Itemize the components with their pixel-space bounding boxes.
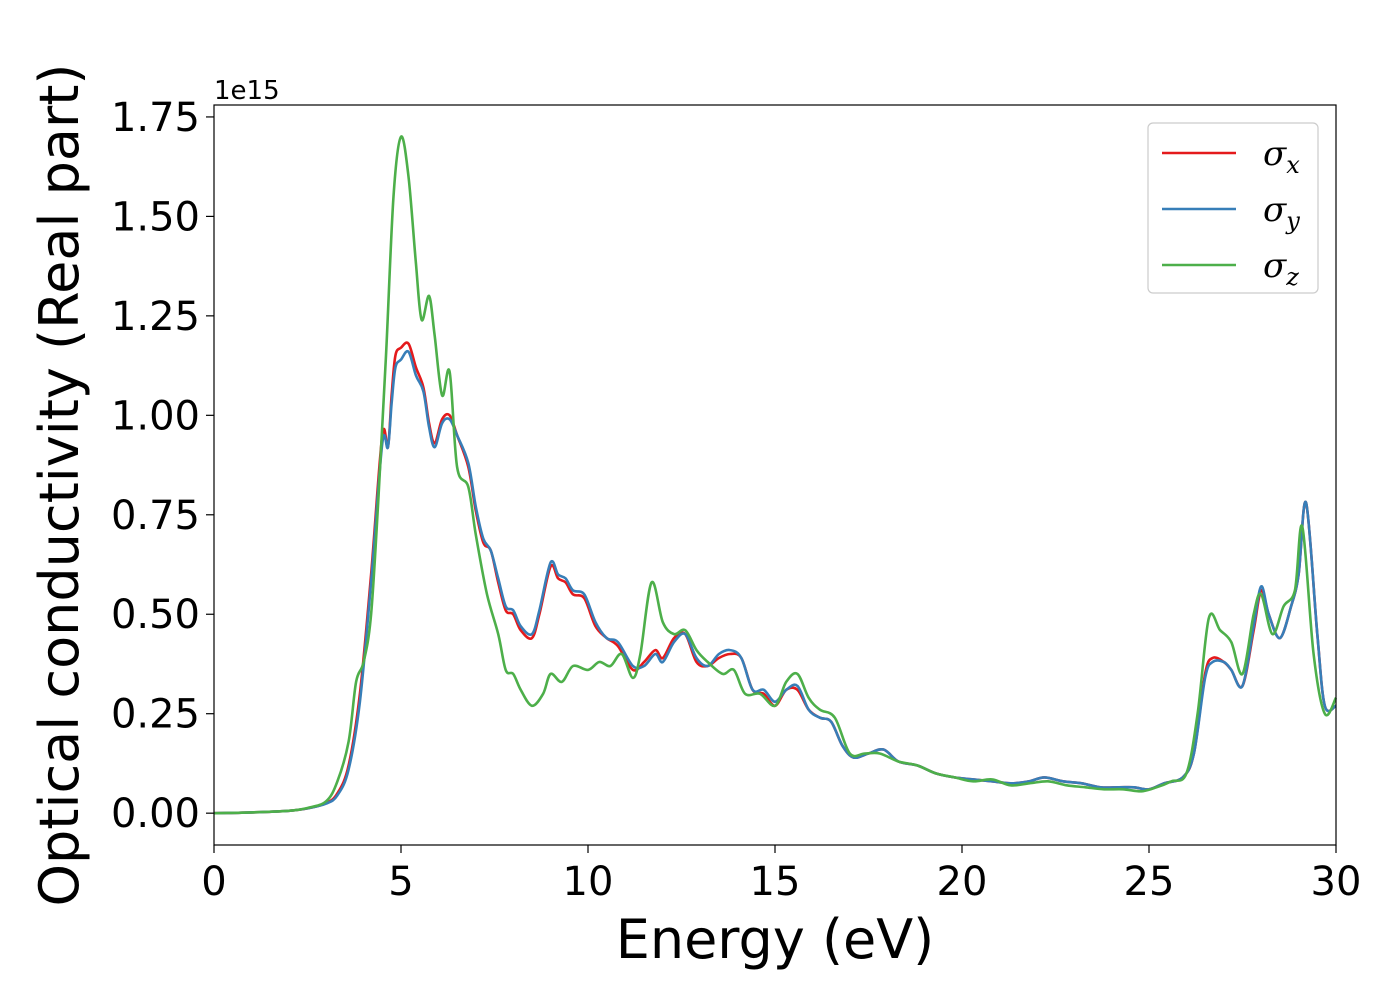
y-tick-label: 1.25: [111, 294, 200, 340]
x-axis-label: Energy (eV): [616, 908, 935, 971]
x-tick-label: 15: [750, 859, 801, 905]
y-tick-label: 1.00: [111, 393, 200, 439]
series-line-sigma-y: [213, 349, 1337, 815]
legend: σx σy σz: [1147, 122, 1319, 294]
legend-label-sigma-x: σx: [1263, 134, 1300, 179]
plot-frame: [213, 104, 1337, 846]
x-tick-label: 0: [201, 859, 226, 905]
y-axis-label: Optical conductivity (Real part): [28, 64, 91, 907]
x-tick-label: 30: [1311, 859, 1362, 905]
y-offset-label: 1e15: [214, 76, 280, 106]
x-tick-label: 20: [937, 859, 988, 905]
x-tick-label: 5: [388, 859, 413, 905]
y-tick-label: 0.25: [111, 692, 200, 738]
legend-label-sigma-z: σz: [1263, 246, 1299, 291]
series-line-sigma-z: [213, 135, 1338, 815]
y-tick-label: 0.75: [111, 493, 200, 539]
y-tick-label: 1.50: [111, 194, 200, 240]
plot-series: [213, 135, 1338, 815]
y-tick-label: 1.75: [111, 95, 200, 141]
y-tick-label: 0.00: [111, 791, 200, 837]
x-axis-ticks: 0 5 10 15 20 25 30: [201, 845, 1361, 905]
x-tick-label: 10: [563, 859, 614, 905]
x-tick-label: 25: [1124, 859, 1175, 905]
y-axis-ticks: 0.00 0.25 0.50 0.75 1.00 1.25 1.50 1.75: [111, 95, 214, 837]
y-tick-label: 0.50: [111, 592, 200, 638]
legend-label-sigma-y: σy: [1263, 190, 1300, 235]
